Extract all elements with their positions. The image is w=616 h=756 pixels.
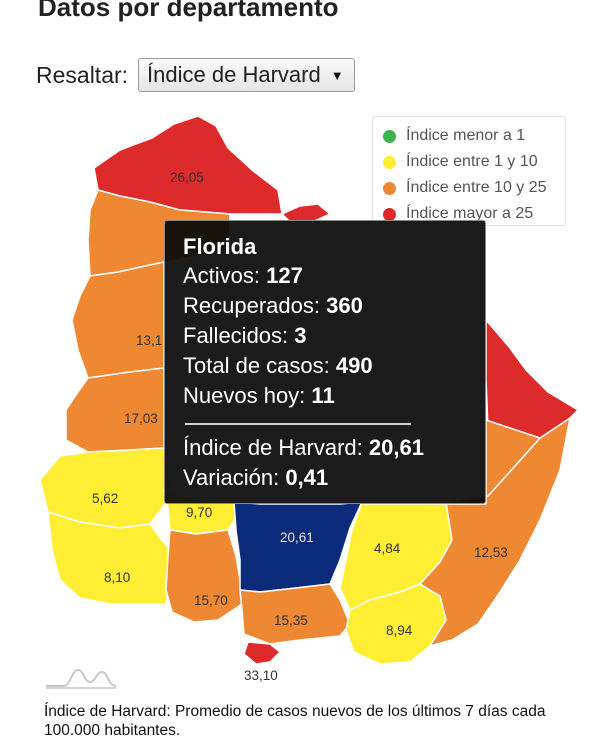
tooltip-harvard: Índice de Harvard: 20,61 — [183, 433, 485, 463]
legend-label: Índice entre 1 y 10 — [406, 153, 538, 170]
tooltip-nuevos-value: 11 — [311, 383, 335, 408]
department-tooltip: Florida Activos: 127 Recuperados: 360 Fa… — [164, 220, 486, 504]
label-artigas: 26,05 — [170, 170, 204, 185]
dept-paysandu[interactable] — [71, 261, 165, 379]
legend-label: Índice mayor a 25 — [406, 205, 534, 222]
tooltip-variacion-value: 0,41 — [285, 465, 329, 490]
legend-item[interactable]: Índice entre 10 y 25 — [383, 175, 565, 201]
tooltip-variacion: Variación: 0,41 — [183, 463, 485, 493]
tooltip-total: Total de casos: 490 — [183, 351, 485, 381]
tooltip-fallecidos-value: 3 — [294, 323, 307, 348]
dropdown-caret-icon: ▼ — [330, 67, 344, 83]
tooltip-activos: Activos: 127 — [183, 261, 485, 291]
dept-colonia[interactable] — [47, 511, 171, 605]
legend-dot-icon — [383, 207, 396, 221]
tooltip-fallecidos: Fallecidos: 3 — [183, 321, 485, 351]
legend-item[interactable]: Índice mayor a 25 — [383, 201, 565, 227]
dept-rio-negro[interactable] — [65, 367, 165, 453]
label-canelones: 15,35 — [274, 613, 308, 628]
tooltip-recuperados-value: 360 — [326, 293, 363, 318]
tooltip-recuperados: Recuperados: 360 — [183, 291, 485, 321]
tooltip-total-value: 490 — [335, 353, 373, 378]
label-paysandu: 13,1 — [136, 333, 162, 348]
label-florida: 20,61 — [280, 530, 314, 545]
legend-dot-icon — [383, 181, 396, 195]
tooltip-title: Florida — [183, 234, 257, 259]
highlight-control: Resaltar: Índice de Harvard ▼ — [36, 58, 355, 92]
map-legend: Índice menor a 1 Índice entre 1 y 10 Índ… — [372, 116, 566, 226]
label-colonia: 8,10 — [104, 570, 130, 585]
legend-label: Índice entre 10 y 25 — [406, 179, 547, 196]
dept-san-jose[interactable] — [165, 529, 243, 623]
label-flores: 9,70 — [186, 505, 212, 520]
tooltip-recuperados-label: Recuperados: — [183, 293, 320, 318]
dept-soriano[interactable] — [39, 447, 171, 529]
tooltip-activos-value: 127 — [266, 263, 303, 288]
legend-label: Índice menor a 1 — [406, 127, 526, 144]
legend-dot-icon — [383, 129, 396, 143]
tooltip-harvard-value: 20,61 — [368, 435, 424, 460]
tooltip-nuevos: Nuevos hoy: 11 — [183, 381, 485, 411]
label-rocha: 12,53 — [474, 545, 508, 560]
dept-montevideo[interactable] — [243, 641, 281, 665]
label-rio-negro: 17,03 — [124, 411, 158, 426]
label-maldonado: 8,94 — [386, 623, 413, 638]
highlight-selected-value: Índice de Harvard — [147, 62, 321, 87]
tooltip-activos-label: Activos: — [183, 263, 261, 288]
dept-cerro-largo[interactable] — [485, 319, 579, 439]
dept-canelones[interactable] — [239, 583, 351, 645]
tooltip-harvard-label: Índice de Harvard: — [183, 435, 363, 460]
tooltip-nuevos-label: Nuevos hoy: — [183, 383, 306, 408]
label-soriano: 5,62 — [92, 491, 118, 506]
tooltip-divider — [185, 423, 411, 425]
mountain-logo-icon — [46, 668, 117, 689]
label-san-jose: 15,70 — [194, 593, 228, 608]
footnote: Índice de Harvard: Promedio de casos nue… — [44, 703, 546, 739]
legend-dot-icon — [383, 155, 396, 169]
legend-item[interactable]: Índice entre 1 y 10 — [383, 149, 565, 175]
tooltip-total-label: Total de casos: — [183, 353, 330, 378]
tooltip-variacion-label: Variación: — [183, 465, 280, 490]
highlight-label: Resaltar: — [36, 61, 129, 88]
dept-florida[interactable] — [233, 501, 363, 593]
legend-item[interactable]: Índice menor a 1 — [383, 123, 565, 149]
label-lavalleja: 4,84 — [374, 541, 401, 556]
page-title: Datos por departamento — [38, 0, 339, 22]
tooltip-fallecidos-label: Fallecidos: — [183, 323, 289, 348]
highlight-select[interactable]: Índice de Harvard ▼ — [138, 58, 355, 92]
label-montevideo: 33,10 — [244, 668, 278, 683]
